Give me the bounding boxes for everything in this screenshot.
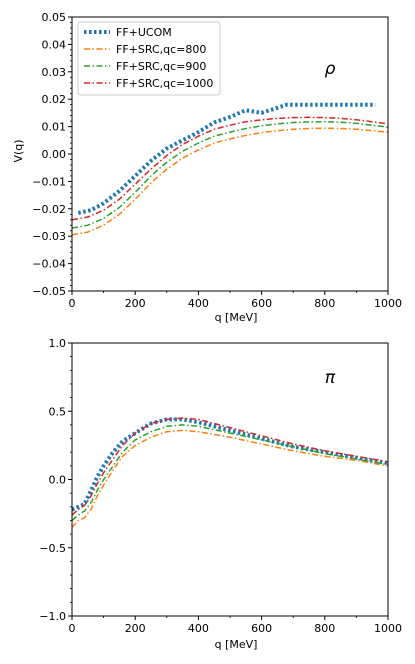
pi-y-tick-label: 1.0 (49, 337, 67, 350)
pi-x-tick-label: 600 (251, 622, 272, 635)
rho-y-tick-label: 0.01 (42, 121, 67, 134)
rho-series-src-1000 (72, 116, 388, 221)
pi-y-tick-label: −1.0 (39, 610, 66, 623)
pi-x-axis-label: q [MeV] (215, 638, 258, 651)
pi-x-tick-label: 800 (314, 622, 335, 635)
pi-series-src-900 (72, 424, 388, 522)
legend: FF+UCOM FF+SRC,qc=800 FF+SRC,qc=900 FF+S… (77, 21, 221, 96)
legend-label-src-800: FF+SRC,qc=800 (116, 43, 206, 56)
rho-x-tick-label: 0 (69, 297, 76, 310)
rho-x-tick-label: 400 (188, 297, 209, 310)
rho-series-src-800 (72, 127, 388, 236)
legend-label-src-900: FF+SRC,qc=900 (116, 60, 206, 73)
rho-series-ucom (77, 102, 376, 215)
legend-label-ucom: FF+UCOM (116, 26, 172, 39)
legend-label-src-1000: FF+SRC,qc=1000 (116, 77, 213, 90)
rho-y-tick-label: −0.03 (32, 230, 66, 243)
pi-annotation: π (325, 368, 336, 388)
rho-y-tick-label: 0.00 (42, 148, 67, 161)
rho-x-axis-label: q [MeV] (215, 311, 258, 324)
rho-x-tick-label: 1000 (374, 297, 402, 310)
pi-x-tick-label: 1000 (374, 622, 402, 635)
rho-plot-layer: 0 200 400 600 800 1000 −0.05 −0.04 −0.03 −0.02 −0.… (32, 11, 402, 310)
rho-y-tick-label: −0.02 (32, 203, 66, 216)
rho-y-tick-label: −0.05 (32, 285, 66, 298)
pi-x-tick-label: 200 (125, 622, 146, 635)
pi-x-tick-label: 400 (188, 622, 209, 635)
pi-y-tick-label: 0.5 (49, 405, 67, 418)
rho-y-tick-label: 0.05 (42, 11, 67, 24)
rho-y-tick-label: 0.02 (42, 93, 67, 106)
pi-series-src-800 (72, 429, 388, 528)
rho-panel: 0 200 400 600 800 1000 −0.05 −0.04 −0.03 −0.02 −0.… (12, 11, 402, 324)
rho-y-axis-label: V(q) (12, 139, 25, 162)
rho-series-src-900 (72, 120, 388, 229)
rho-x-tick-label: 600 (251, 297, 272, 310)
rho-y-tick-label: 0.04 (42, 38, 67, 51)
pi-y-tick-label: 0.0 (49, 474, 67, 487)
rho-x-tick-label: 800 (314, 297, 335, 310)
pi-panel: 0 200 400 600 800 1000 −1.0 −0.5 0.0 0.5 1.0 π q [… (39, 337, 402, 651)
rho-y-tick-label: 0.03 (42, 66, 67, 79)
rho-y-tick-label: −0.04 (32, 258, 66, 271)
rho-x-tick-label: 200 (125, 297, 146, 310)
pi-series-src-1000 (72, 417, 388, 516)
pi-y-tick-label: −0.5 (39, 542, 66, 555)
pi-plot-layer: 0 200 400 600 800 1000 −1.0 −0.5 0.0 0.5 1.0 (39, 337, 402, 635)
legend-box (77, 21, 221, 96)
rho-y-tick-label: −0.01 (32, 175, 66, 188)
rho-annotation: ρ (325, 59, 336, 79)
pi-x-tick-label: 0 (69, 622, 76, 635)
